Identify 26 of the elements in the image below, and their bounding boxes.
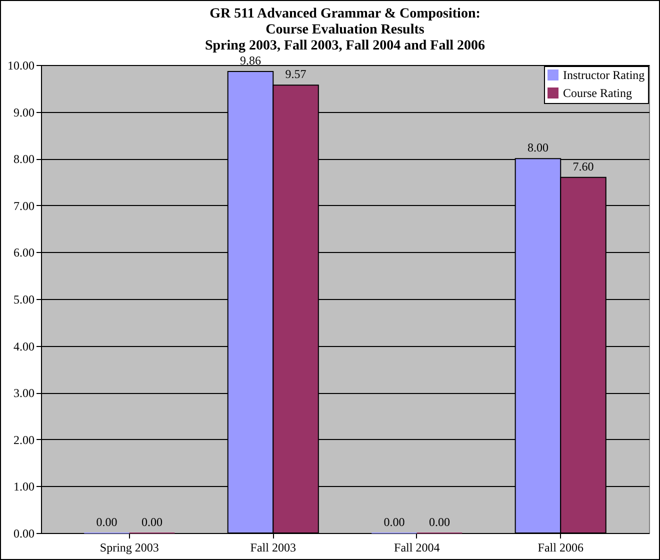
y-tick-label: 3.00 bbox=[14, 386, 34, 400]
y-tick-label: 0.00 bbox=[14, 526, 34, 540]
data-label: 0.00 bbox=[142, 515, 163, 529]
y-tick-label: 9.00 bbox=[14, 105, 34, 120]
y-tick-label: 5.00 bbox=[14, 292, 34, 306]
y-tick-label: 1.00 bbox=[14, 480, 34, 494]
x-tick-label: Fall 2004 bbox=[394, 540, 440, 554]
data-label: 9.86 bbox=[240, 54, 261, 68]
x-tick-label: Spring 2003 bbox=[100, 540, 159, 554]
data-label: 7.60 bbox=[572, 159, 594, 174]
data-label: 8.00 bbox=[527, 140, 548, 155]
x-tick-label: Fall 2006 bbox=[538, 540, 584, 554]
data-label: 0.00 bbox=[384, 515, 405, 529]
legend-label: Course Rating bbox=[563, 86, 632, 100]
chart-title: GR 511 Advanced Grammar & Composition: Course Evaluation Results Spring 2003, Fall 2003, Fall 2004 and Fall 2006 bbox=[204, 6, 486, 54]
data-label: 0.00 bbox=[96, 515, 118, 529]
y-tick-label: 2.00 bbox=[14, 432, 34, 447]
legend-label: Instructor Rating bbox=[563, 68, 645, 82]
y-tick-label: 6.00 bbox=[14, 246, 34, 260]
data-label: 0.00 bbox=[429, 515, 450, 529]
data-label: 9.57 bbox=[285, 67, 306, 82]
x-tick-label: Fall 2003 bbox=[250, 540, 296, 554]
y-tick-label: 8.00 bbox=[14, 152, 34, 166]
y-tick-label: 4.00 bbox=[14, 339, 34, 354]
y-tick-label: 7.00 bbox=[14, 198, 34, 213]
y-tick-label: 10.00 bbox=[8, 58, 34, 72]
